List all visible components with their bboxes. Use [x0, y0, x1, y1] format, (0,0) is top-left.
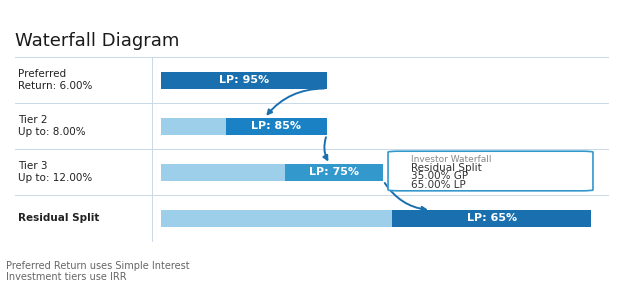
Text: Up to: 12.00%: Up to: 12.00% [18, 173, 92, 183]
Bar [226, 118, 327, 135]
Bar [160, 164, 285, 181]
Text: Tier 2: Tier 2 [18, 115, 47, 125]
Text: LP: 95%: LP: 95% [218, 75, 269, 85]
Text: Waterfall Diagram: Waterfall Diagram [15, 32, 179, 50]
Text: Preferred: Preferred [18, 69, 66, 79]
Text: 65.00% LP: 65.00% LP [411, 180, 466, 190]
Text: Residual Split: Residual Split [18, 213, 99, 223]
Text: 35.00% GP: 35.00% GP [411, 172, 468, 182]
Bar [160, 210, 392, 227]
Text: Return: 6.00%: Return: 6.00% [18, 81, 92, 91]
Text: Tier 3: Tier 3 [18, 161, 47, 171]
Text: Up to: 8.00%: Up to: 8.00% [18, 127, 85, 137]
FancyBboxPatch shape [388, 151, 593, 191]
Bar [392, 210, 591, 227]
Bar [160, 118, 226, 135]
Text: LP: 65%: LP: 65% [467, 213, 517, 223]
Text: LP: 85%: LP: 85% [251, 121, 301, 131]
Text: LP: 75%: LP: 75% [310, 167, 359, 177]
Text: Residual Split: Residual Split [411, 163, 481, 173]
Bar [160, 72, 327, 89]
Text: Investor Waterfall: Investor Waterfall [411, 155, 491, 164]
Text: Preferred Return uses Simple Interest
Investment tiers use IRR: Preferred Return uses Simple Interest In… [6, 260, 190, 282]
Bar [285, 164, 383, 181]
